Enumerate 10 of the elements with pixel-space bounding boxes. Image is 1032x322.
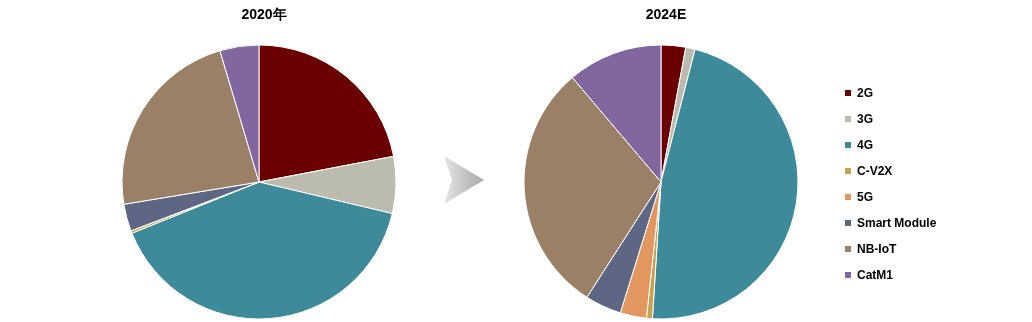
chart-title: 2020年	[241, 6, 287, 22]
legend-label: 5G	[857, 190, 874, 204]
legend-label: NB-IoT	[857, 242, 897, 256]
legend-label: 3G	[857, 112, 874, 126]
legend-label: 4G	[857, 138, 874, 152]
legend-label: Smart Module	[857, 216, 937, 230]
legend-label: C-V2X	[857, 164, 893, 178]
chart-title: 2024E	[645, 6, 687, 22]
legend-label: 2G	[857, 86, 874, 100]
legend-label: CatM1	[857, 268, 894, 282]
